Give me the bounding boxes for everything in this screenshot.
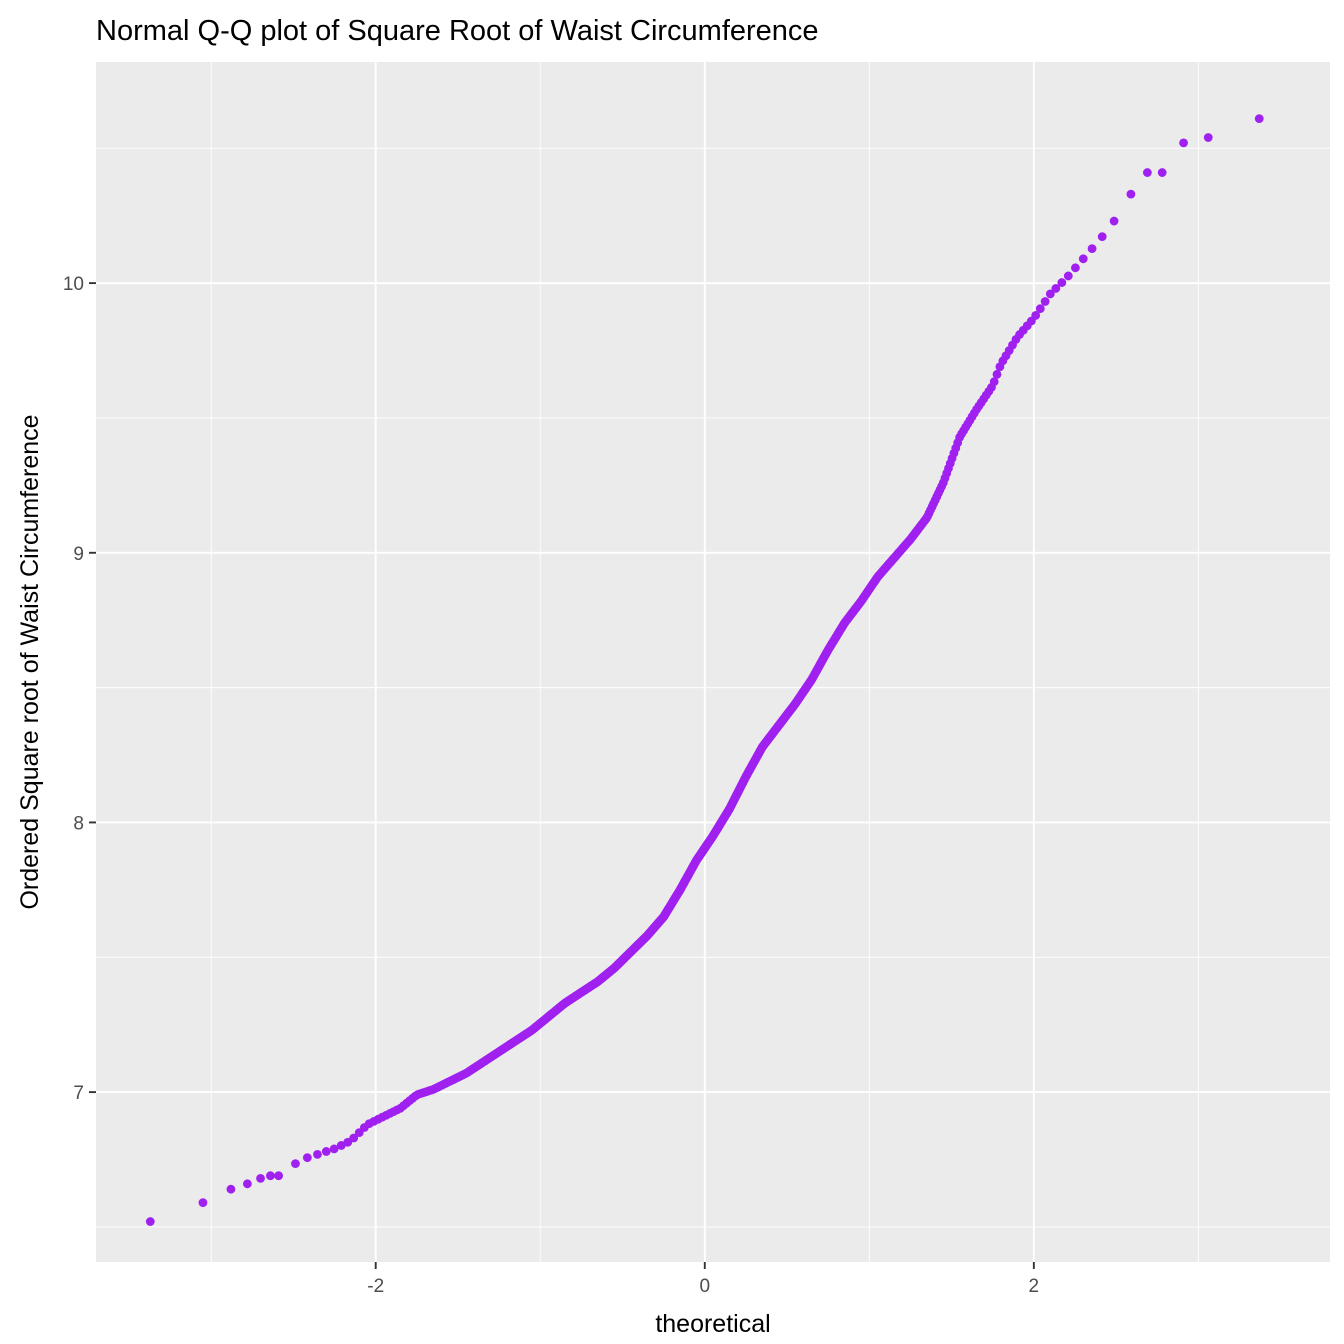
y-axis-title: Ordered Square root of Waist Circumferen…: [16, 414, 44, 909]
x-tick-label: 0: [699, 1276, 710, 1297]
data-point: [198, 1198, 208, 1208]
grid-minor: [96, 62, 1330, 1262]
data-point: [1109, 216, 1119, 226]
chart-title: Normal Q-Q plot of Square Root of Waist …: [96, 15, 819, 47]
data-point: [1203, 133, 1213, 142]
x-axis-ticks: -2 0 2: [367, 1262, 1039, 1297]
data-point: [274, 1171, 284, 1181]
x-tick-label: -2: [367, 1276, 384, 1297]
data-point: [291, 1159, 300, 1168]
x-axis-title: theoretical: [655, 1310, 770, 1338]
data-point: [989, 377, 999, 387]
data-point: [1031, 311, 1041, 320]
data-point: [1097, 232, 1107, 242]
data-point: [1179, 138, 1188, 148]
data-point: [1035, 304, 1045, 314]
data-point: [1078, 254, 1088, 264]
data-point: [1087, 244, 1097, 254]
data-point: [242, 1179, 252, 1189]
data-point: [1157, 168, 1167, 177]
data-point: [266, 1171, 275, 1181]
data-point: [992, 369, 1002, 379]
data-points: [145, 114, 1264, 1226]
grid-major: [96, 62, 1330, 1262]
data-point: [1057, 278, 1067, 287]
y-axis-ticks: 7 8 9 10: [63, 274, 96, 1104]
data-point: [313, 1149, 322, 1159]
data-point: [329, 1144, 339, 1154]
data-point: [349, 1133, 359, 1143]
data-point: [256, 1174, 265, 1183]
data-point: [1142, 168, 1152, 177]
y-tick-label: 8: [73, 813, 84, 834]
data-point: [1051, 284, 1061, 293]
x-tick-label: 2: [1029, 1276, 1040, 1297]
data-point: [226, 1184, 236, 1194]
y-tick-label: 10: [63, 274, 84, 295]
data-point: [302, 1153, 312, 1163]
y-tick-label: 7: [73, 1083, 84, 1104]
data-point: [321, 1147, 331, 1156]
y-tick-label: 9: [73, 544, 84, 565]
data-point: [1045, 289, 1055, 299]
data-point: [1063, 271, 1073, 281]
data-point: [1254, 114, 1264, 124]
data-point: [145, 1217, 155, 1226]
data-point: [1071, 263, 1080, 273]
plot-panel: [96, 62, 1330, 1262]
data-point: [1040, 297, 1050, 306]
data-point: [1126, 189, 1136, 199]
